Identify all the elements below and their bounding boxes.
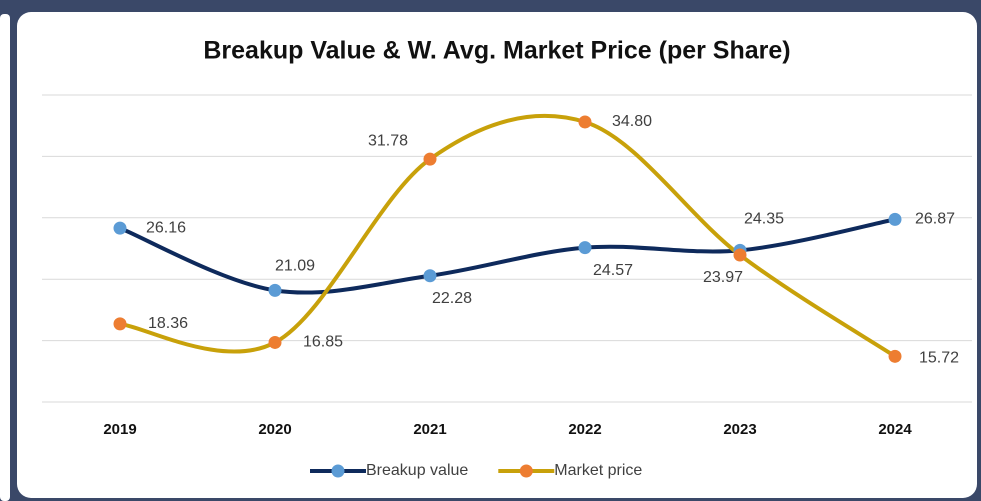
- marker: [268, 283, 282, 297]
- data-label: 34.80: [612, 113, 652, 130]
- marker: [423, 269, 437, 283]
- legend-marker: [331, 464, 345, 478]
- data-label: 15.72: [919, 350, 959, 367]
- x-tick-label: 2021: [413, 421, 446, 438]
- data-label: 16.85: [303, 334, 343, 351]
- x-tick-label: 2024: [878, 421, 912, 438]
- data-label: 24.35: [744, 211, 784, 228]
- marker: [578, 115, 592, 129]
- marker: [888, 212, 902, 226]
- series-line: [118, 113, 897, 359]
- data-label: 26.16: [146, 219, 186, 236]
- data-label: 26.87: [915, 211, 955, 228]
- data-label: 18.36: [148, 315, 188, 332]
- legend-label: Breakup value: [366, 462, 468, 479]
- legend-label: Market price: [554, 462, 642, 479]
- data-label: 31.78: [368, 132, 408, 149]
- x-tick-label: 2023: [723, 421, 756, 438]
- marker: [888, 349, 902, 363]
- side-panel: [0, 14, 10, 501]
- marker: [113, 317, 127, 331]
- data-label: 22.28: [432, 290, 472, 307]
- chart-panel: [17, 12, 977, 498]
- marker: [268, 335, 282, 349]
- chart-title: Breakup Value & W. Avg. Market Price (pe…: [203, 37, 790, 65]
- marker: [578, 241, 592, 255]
- legend-marker: [519, 464, 533, 478]
- data-label: 23.97: [703, 269, 743, 286]
- data-label: 24.57: [593, 262, 633, 279]
- x-tick-label: 2019: [103, 421, 136, 438]
- marker: [113, 221, 127, 235]
- series-line: [118, 217, 897, 295]
- marker: [423, 152, 437, 166]
- x-tick-label: 2020: [258, 421, 291, 438]
- data-label: 21.09: [275, 258, 315, 275]
- x-tick-label: 2022: [568, 421, 601, 438]
- marker: [733, 248, 747, 262]
